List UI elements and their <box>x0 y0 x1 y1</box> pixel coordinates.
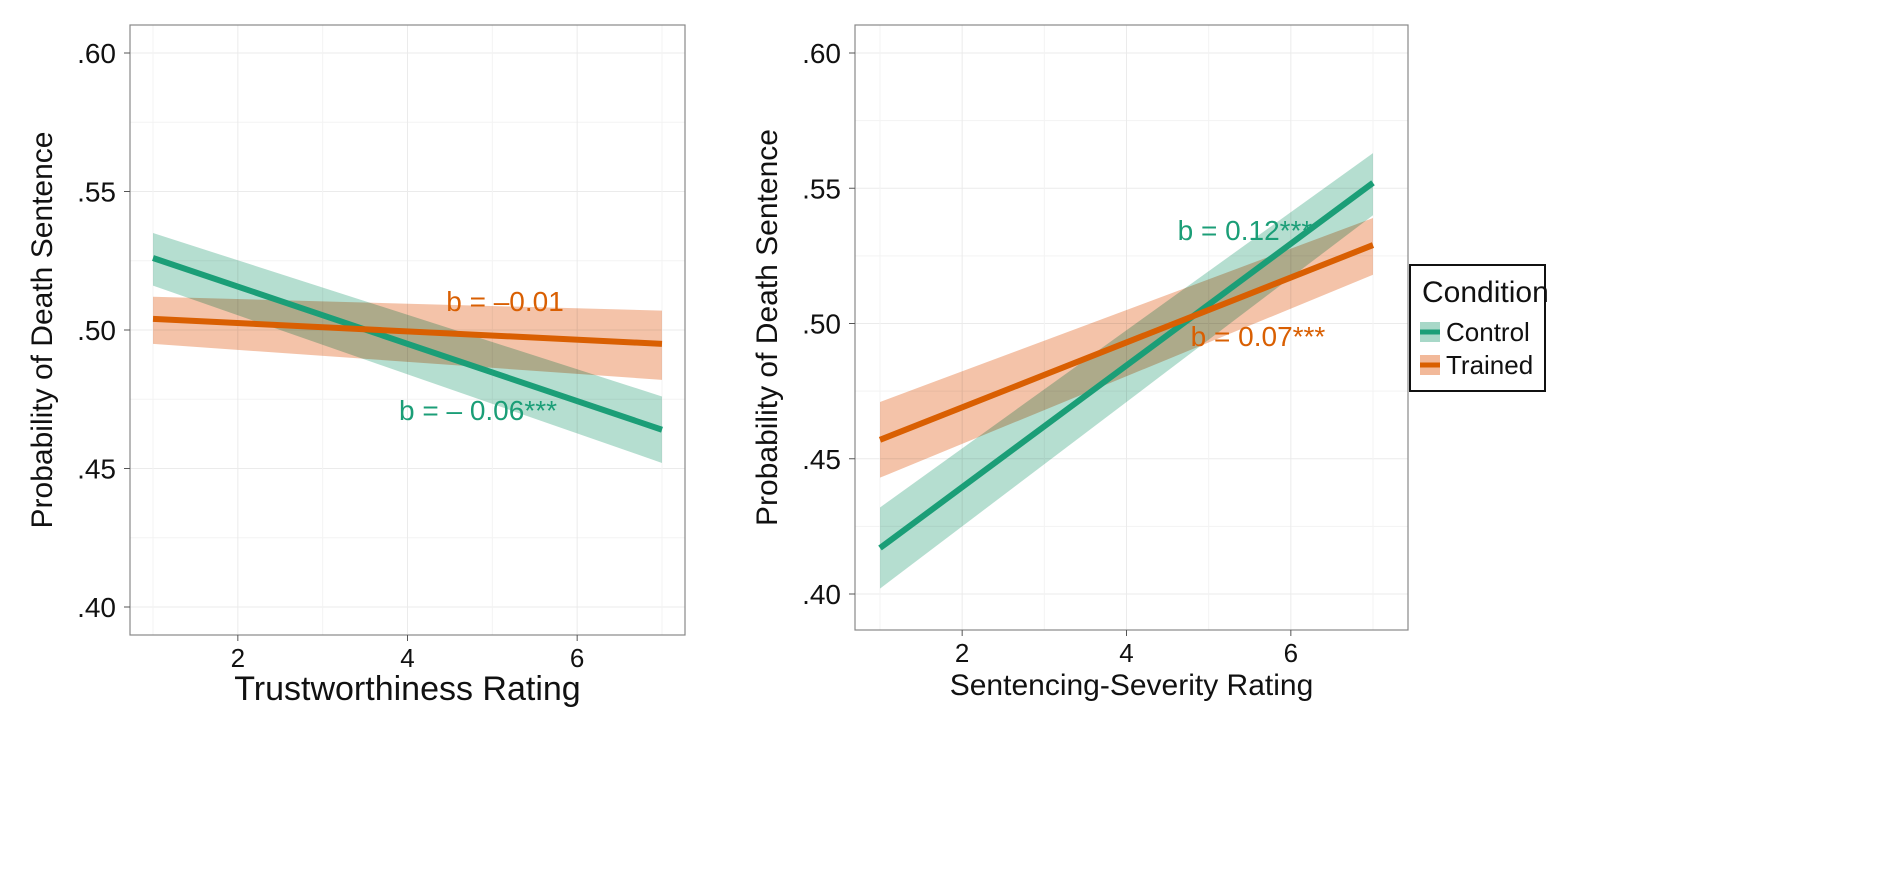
confidence-band-trained <box>153 296 662 380</box>
slope-annotation-trained: b = 0.07*** <box>1191 321 1326 352</box>
panel-2: b = 0.12*** b = 0.07*** .40 .45 .50 .55 .60 2 4 6… <box>751 24 1409 702</box>
y-tick-label: .55 <box>802 173 841 204</box>
slope-annotation-trained: b = –0.01 <box>446 286 564 317</box>
slope-annotation-control: b = – 0.06*** <box>399 395 557 426</box>
x-axis-label: Trustworthiness Rating <box>234 670 580 708</box>
regression-line-trained <box>152 315 663 347</box>
y-tick-label: .60 <box>77 38 116 69</box>
slope-annotation-control: b = 0.12*** <box>1178 215 1313 246</box>
x-tick-label: 6 <box>570 643 584 673</box>
legend-label-trained: Trained <box>1446 350 1533 380</box>
legend-title: Condition <box>1422 276 1549 309</box>
panel-1: b = – 0.06*** b = –0.01 .40 .45 .50 .55 .60 2 4 6… <box>26 24 686 708</box>
panel-border <box>854 24 1409 631</box>
x-tick-label: 4 <box>1119 638 1133 668</box>
regression-line-control <box>878 180 1375 551</box>
regression-line-trained <box>878 242 1375 443</box>
y-tick-label: .55 <box>77 177 116 208</box>
y-tick-label: .40 <box>802 579 841 610</box>
y-tick-label: .45 <box>802 444 841 475</box>
y-tick-label: .50 <box>77 315 116 346</box>
legend-label-control: Control <box>1446 317 1530 347</box>
x-axis-label: Sentencing-Severity Rating <box>950 669 1314 702</box>
x-tick-label: 4 <box>400 643 414 673</box>
y-tick-label: .45 <box>77 454 116 485</box>
y-tick-label: .50 <box>802 309 841 340</box>
x-tick-label: 6 <box>1284 638 1298 668</box>
x-tick-label: 2 <box>231 643 245 673</box>
y-axis-label: Probability of Death Sentence <box>751 129 784 526</box>
y-tick-label: .40 <box>77 592 116 623</box>
confidence-band-trained <box>880 218 1373 478</box>
y-axis-label: Probability of Death Sentence <box>26 132 59 529</box>
regression-line-control <box>152 255 663 433</box>
y-tick-label: .60 <box>802 38 841 69</box>
x-tick-label: 2 <box>955 638 969 668</box>
